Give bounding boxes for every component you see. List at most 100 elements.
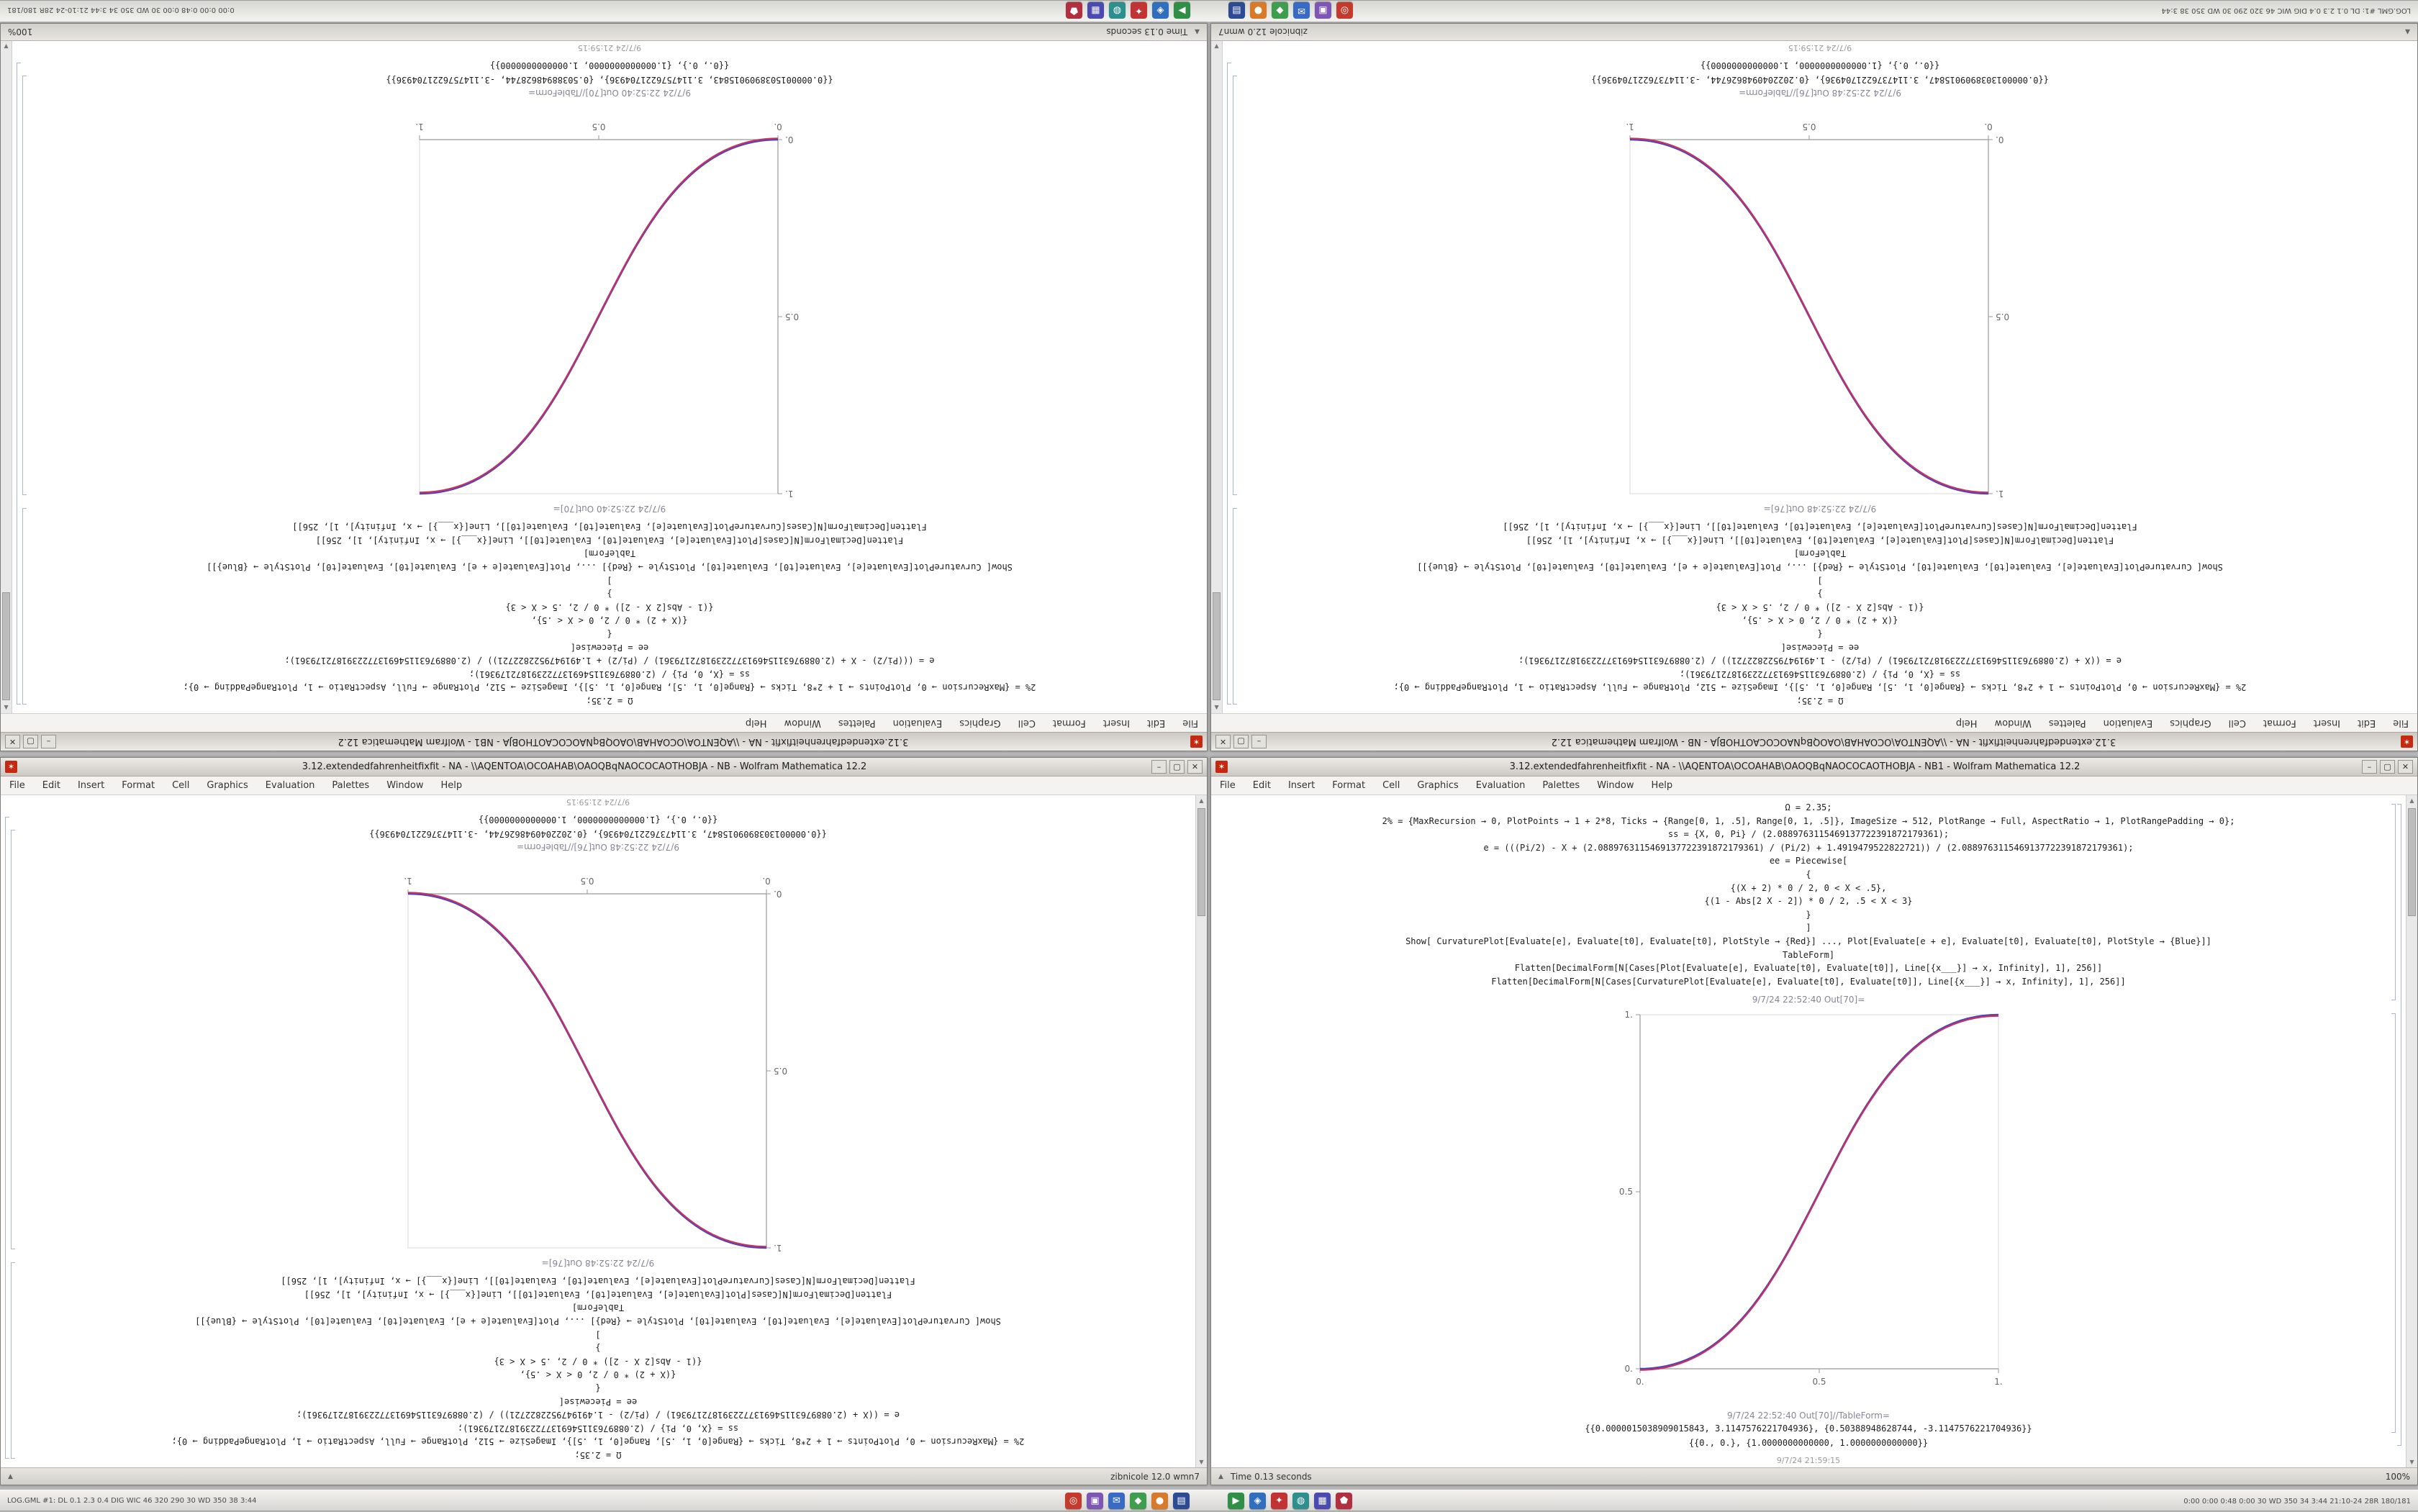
input-cell-line[interactable]: 2% = {MaxRecursion → 0, PlotPoints → 1 +… <box>183 682 1036 693</box>
input-cell-line[interactable]: ] <box>1806 923 1811 933</box>
input-cell-line[interactable]: e = (((Pi/2) - X + (2.088976311546913772… <box>284 656 935 666</box>
menu-item[interactable]: Insert <box>1102 717 1131 728</box>
menu-item[interactable]: Graphics <box>2170 717 2211 728</box>
input-cell-line[interactable]: Flatten[DecimalForm[N[Cases[Plot[Evaluat… <box>315 535 904 546</box>
vertical-scrollbar[interactable]: ▲ ▼ <box>1 41 12 713</box>
scrollbar-thumb[interactable] <box>1213 592 1221 700</box>
menu-item[interactable]: Format <box>122 780 155 791</box>
menu-item[interactable]: Edit <box>42 780 60 791</box>
menu-item[interactable]: Window <box>386 780 424 791</box>
teal-app-icon[interactable]: ◍ <box>1109 2 1126 19</box>
menu-item[interactable]: Evaluation <box>2103 717 2153 728</box>
taskbar-window-list[interactable]: LOG.GML #1: DL 0.1 2.3 0.4 DIG WIC 46 32… <box>7 1496 257 1505</box>
menu-item[interactable]: Help <box>1955 717 1978 728</box>
menu-item[interactable]: Window <box>784 717 821 728</box>
input-cell-line[interactable]: e = ((X + (2.088976311546913772239187217… <box>296 1410 900 1421</box>
input-cell-line[interactable]: ee = Piecewise[ <box>1769 856 1848 866</box>
window-titlebar[interactable]: ✶ 3.12.extendedfahrenheitfixfit - NA - \… <box>1211 732 2417 751</box>
resize-handle-icon[interactable]: ▲ <box>8 1472 13 1480</box>
cell-brackets[interactable] <box>2391 804 2403 1459</box>
input-cell-line[interactable]: Ω = 2.35; <box>1796 696 1844 706</box>
navy-app-icon[interactable]: ▤ <box>1228 2 1245 19</box>
vertical-scrollbar[interactable]: ▲ ▼ <box>2406 795 2417 1467</box>
red-star-app-icon[interactable]: ✦ <box>1131 2 1147 19</box>
resize-handle-icon[interactable]: ▲ <box>1218 1472 1223 1480</box>
input-cell-line[interactable]: } <box>1817 589 1823 599</box>
menu-item[interactable]: Cell <box>2228 717 2246 728</box>
input-cell-line[interactable]: Flatten[DecimalForm[N[Cases[Plot[Evaluat… <box>304 1289 892 1300</box>
input-cell-line[interactable]: TableForm] <box>583 548 636 559</box>
input-cell-line[interactable]: ee = Piecewise[ <box>570 642 649 653</box>
input-cell-line[interactable]: } <box>595 1343 601 1354</box>
cell-brackets[interactable] <box>15 50 27 705</box>
blue-mail-app-icon[interactable]: ✉ <box>1293 2 1310 19</box>
input-cell-line[interactable]: Show[ CurvaturePlot[Evaluate[e], Evaluat… <box>207 562 1013 573</box>
menu-item[interactable]: Window <box>1597 780 1634 791</box>
menu-item[interactable]: Evaluation <box>265 780 315 791</box>
red-circle-app-icon[interactable]: ◎ <box>1065 1493 1082 1509</box>
scroll-down-icon[interactable]: ▼ <box>1214 43 1219 50</box>
input-cell-line[interactable]: } <box>607 589 612 599</box>
scroll-up-icon[interactable]: ▲ <box>1199 797 1204 804</box>
maximize-button[interactable]: ▢ <box>23 735 38 748</box>
menu-item[interactable]: Graphics <box>959 717 1001 728</box>
input-cell-line[interactable]: { <box>1817 629 1823 640</box>
input-cell-line[interactable]: ] <box>607 575 612 586</box>
menu-item[interactable]: Palettes <box>332 780 370 791</box>
menu-item[interactable]: Palettes <box>2048 717 2086 728</box>
green-app-icon[interactable]: ◆ <box>1272 2 1288 19</box>
menu-item[interactable]: Insert <box>77 780 105 791</box>
menu-item[interactable]: Cell <box>1018 717 1036 728</box>
input-cell-line[interactable]: Flatten[DecimalForm[N[Cases[Plot[Evaluat… <box>1514 963 2103 974</box>
input-cell-line[interactable]: {(1 - Abs[2 X - 2]) * 0 / 2, .5 < X < 3} <box>1704 896 1913 907</box>
vertical-scrollbar[interactable]: ▲ ▼ <box>1195 795 1207 1467</box>
navy-app-icon[interactable]: ▤ <box>1173 1493 1190 1509</box>
input-cell-line[interactable]: {(X + 2) * 0 / 2, 0 < X < .5}, <box>520 1370 676 1380</box>
menu-item[interactable]: File <box>1220 780 1236 791</box>
menu-item[interactable]: Graphics <box>207 780 248 791</box>
input-cell-line[interactable]: Ω = 2.35; <box>574 1450 622 1460</box>
red-star-app-icon[interactable]: ✦ <box>1271 1493 1287 1509</box>
input-cell-line[interactable]: Flatten[DecimalForm[N[Cases[CurvaturePlo… <box>281 1276 915 1287</box>
orange-app-icon[interactable]: ● <box>1151 1493 1168 1509</box>
input-cell-line[interactable]: 2% = {MaxRecursion → 0, PlotPoints → 1 +… <box>1393 682 2247 693</box>
scroll-down-icon[interactable]: ▼ <box>1199 1459 1204 1465</box>
green-play-app-icon[interactable]: ▶ <box>1228 1493 1244 1509</box>
blue-gem-app-icon[interactable]: ◈ <box>1249 1493 1266 1509</box>
input-cell-line[interactable]: 2% = {MaxRecursion → 0, PlotPoints → 1 +… <box>1382 815 2235 826</box>
teal-app-icon[interactable]: ◍ <box>1292 1493 1309 1509</box>
input-cell-line[interactable]: ss = {X, 0, Pi} / (2.0889763115469137722… <box>468 669 751 679</box>
input-cell-line[interactable]: Flatten[DecimalForm[N[Cases[CurvaturePlo… <box>1491 976 2126 987</box>
menu-item[interactable]: Format <box>2263 717 2296 728</box>
minimize-button[interactable]: – <box>41 735 56 748</box>
input-cell-line[interactable]: Flatten[DecimalForm[N[Cases[CurvaturePlo… <box>292 522 927 533</box>
input-cell-line[interactable]: ] <box>595 1329 601 1340</box>
purple-app-icon[interactable]: ▣ <box>1315 2 1331 19</box>
input-cell-line[interactable]: {(1 - Abs[2 X - 2]) * 0 / 2, .5 < X < 3} <box>505 602 714 612</box>
taskbar-window-list[interactable]: LOG.GML #1: DL 0.1 2.3 0.4 DIG WIC 46 32… <box>2161 6 2411 15</box>
close-button[interactable]: ✕ <box>2398 760 2413 774</box>
maroon-app-icon[interactable]: ⬟ <box>1066 2 1082 19</box>
input-cell-line[interactable]: ss = {X, 0, Pi} / (2.0889763115469137722… <box>457 1423 739 1434</box>
scroll-up-icon[interactable]: ▲ <box>4 705 9 711</box>
input-cell-line[interactable]: 2% = {MaxRecursion → 0, PlotPoints → 1 +… <box>171 1436 1025 1447</box>
input-cell-line[interactable]: Ω = 2.35; <box>586 696 633 706</box>
menu-item[interactable]: Help <box>1651 780 1673 791</box>
cell-brackets[interactable] <box>4 804 15 1459</box>
window-titlebar[interactable]: ✶ 3.12.extendedfahrenheitfixfit - NA - \… <box>1 758 1207 777</box>
menu-item[interactable]: Format <box>1332 780 1366 791</box>
input-cell-line[interactable]: TableForm] <box>571 1303 625 1313</box>
input-cell-line[interactable]: Show[ CurvaturePlot[Evaluate[e], Evaluat… <box>1417 562 2223 573</box>
menu-item[interactable]: Edit <box>1147 717 1166 728</box>
input-cell-line[interactable]: ee = Piecewise[ <box>1780 642 1860 653</box>
scroll-down-icon[interactable]: ▼ <box>2409 1459 2414 1465</box>
menu-item[interactable]: Graphics <box>1417 780 1459 791</box>
menu-item[interactable]: Help <box>745 717 767 728</box>
input-cell-line[interactable]: Flatten[DecimalForm[N[Cases[CurvaturePlo… <box>1503 522 2137 533</box>
purple-app-icon[interactable]: ▣ <box>1087 1493 1103 1509</box>
menu-item[interactable]: Palettes <box>1542 780 1580 791</box>
menu-item[interactable]: Palettes <box>838 717 876 728</box>
menu-item[interactable]: Window <box>1994 717 2032 728</box>
input-cell-line[interactable]: {(1 - Abs[2 X - 2]) * 0 / 2, .5 < X < 3} <box>494 1356 702 1367</box>
indigo-grid-app-icon[interactable]: ▦ <box>1314 1493 1331 1509</box>
